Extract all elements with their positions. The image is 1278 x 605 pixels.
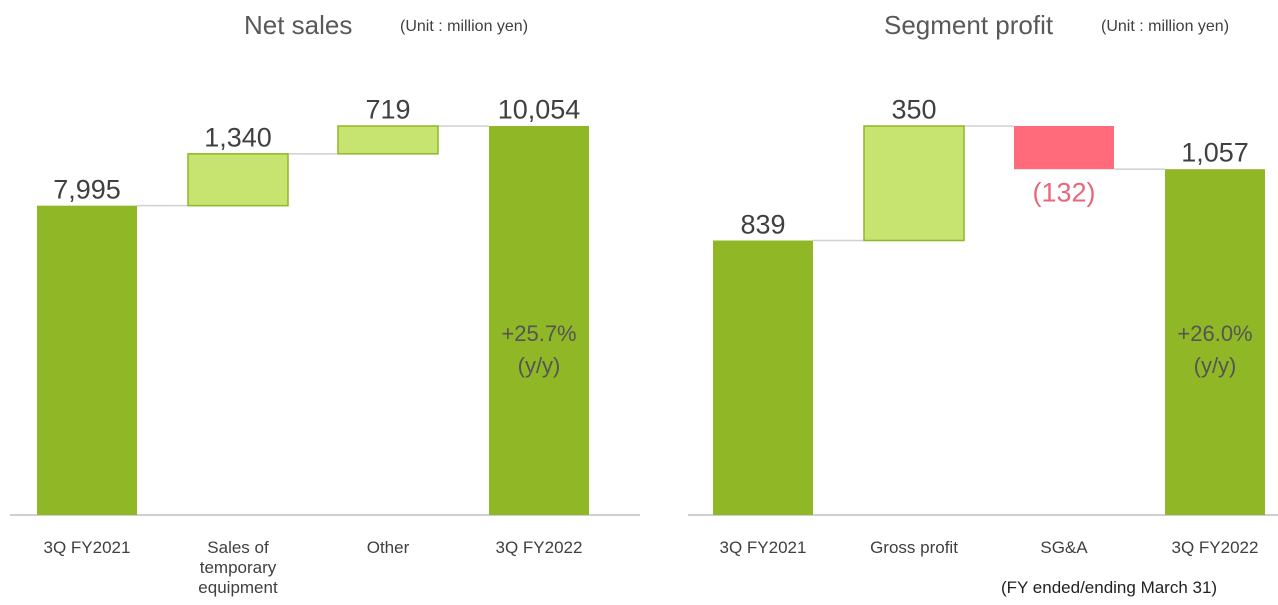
bar [37,205,137,515]
x-tick-label: Sales of temporary equipment [198,538,278,597]
annotation: +26.0% (y/y) [1177,321,1253,378]
chart-title: Net sales [244,10,353,40]
footnote: (FY ended/ending March 31) [1001,578,1218,597]
value-label: 1,340 [204,122,272,153]
x-tick-label: 3Q FY2021 [719,538,807,557]
annotation: +25.7% (y/y) [501,321,577,378]
value-label: 350 [891,94,937,125]
x-tick-label: 3Q FY2022 [495,538,583,557]
value-label: 10,054 [497,94,581,125]
value-label: 7,995 [53,174,121,205]
bar [187,153,289,207]
x-tick-label: Gross profit [870,538,958,557]
bar [489,126,589,515]
value-label: 839 [740,209,786,239]
x-tick-label: 3Q FY2022 [1171,538,1259,557]
x-tick-label: Other [366,538,410,557]
bar [337,125,439,155]
value-label: 719 [365,94,411,125]
value-label: 1,057 [1181,137,1249,168]
value-label: (132) [1032,177,1096,208]
x-tick-label: 3Q FY2021 [43,538,131,557]
bar [1014,126,1114,170]
bar [1165,169,1265,516]
chart-title: Segment profit [884,10,1054,40]
bar [863,125,965,242]
chart-subtitle: (Unit : million yen) [1101,18,1230,35]
bar [713,240,813,515]
x-tick-label: SG&A [1040,538,1088,557]
chart-subtitle: (Unit : million yen) [400,18,529,35]
